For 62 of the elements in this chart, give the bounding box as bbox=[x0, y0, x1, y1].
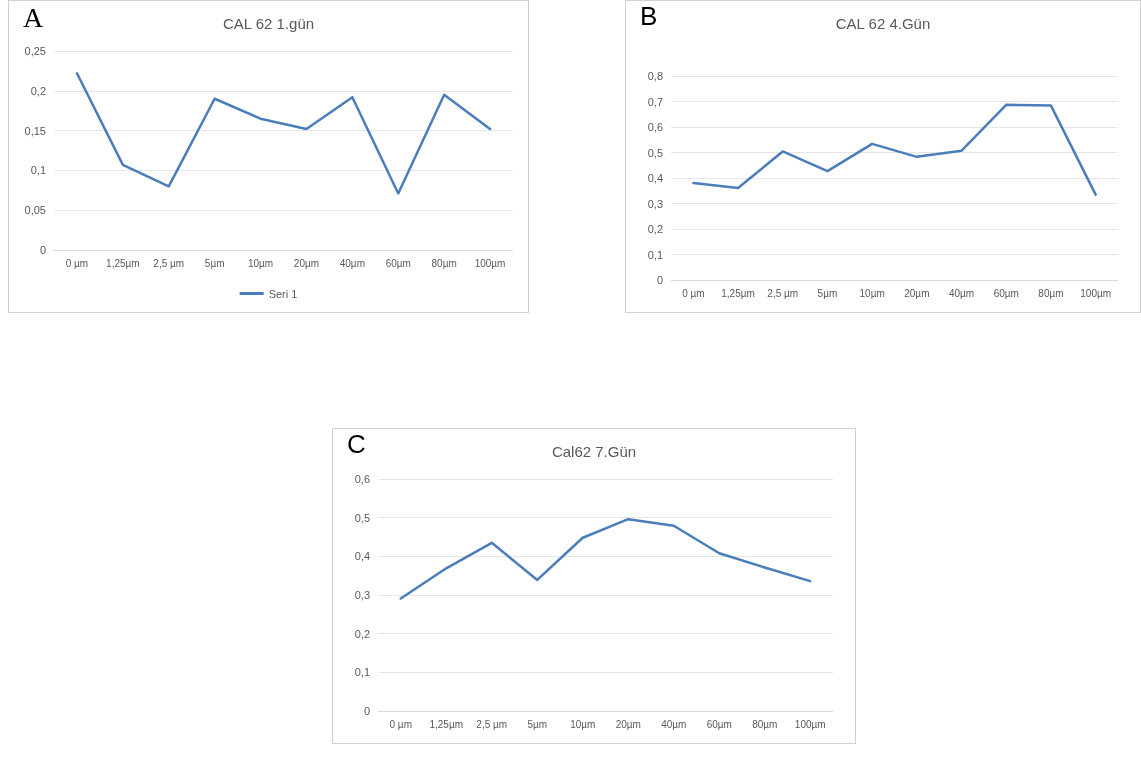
x-tick-label: 100µm bbox=[794, 718, 826, 730]
x-tick-label: 1,25µm bbox=[106, 257, 140, 269]
y-tick-label: 0,4 bbox=[354, 550, 370, 563]
y-tick-label: 0,5 bbox=[354, 511, 370, 524]
y-tick-label: 0,6 bbox=[647, 121, 663, 133]
y-tick-label: 0,2 bbox=[30, 84, 46, 97]
y-tick-label: 0,4 bbox=[647, 172, 663, 184]
x-tick-label: 10µm bbox=[859, 287, 885, 299]
y-tick-label: 0,7 bbox=[647, 95, 663, 108]
x-tick-label: 60µm bbox=[385, 257, 411, 269]
x-tick-label: 100µm bbox=[1080, 287, 1112, 299]
x-tick-label: 5µm bbox=[527, 718, 548, 730]
y-tick-label: 0 bbox=[656, 274, 663, 286]
y-tick-label: 0,8 bbox=[647, 70, 663, 82]
y-tick-label: 0,15 bbox=[24, 124, 46, 137]
y-tick-label: 0,3 bbox=[647, 197, 663, 210]
x-tick-label: 2,5 µm bbox=[476, 718, 508, 730]
x-tick-label: 10µm bbox=[570, 718, 596, 730]
x-tick-label: 80µm bbox=[431, 257, 457, 269]
x-tick-label: 20µm bbox=[293, 257, 320, 269]
y-tick-label: 0,25 bbox=[24, 45, 46, 57]
x-tick-label: 60µm bbox=[706, 718, 732, 730]
x-tick-label: 0 µm bbox=[389, 718, 412, 730]
x-tick-label: 60µm bbox=[993, 287, 1019, 299]
x-tick-label: 5µm bbox=[817, 287, 838, 299]
x-tick-label: 1,25µm bbox=[429, 718, 464, 730]
chart-title: Cal62 7.Gün bbox=[551, 443, 637, 460]
x-tick-label: 1,25µm bbox=[721, 287, 755, 299]
text: C bbox=[347, 429, 366, 459]
y-tick-label: 0,2 bbox=[647, 223, 663, 235]
x-tick-label: 80µm bbox=[752, 718, 778, 730]
chart-title: CAL 62 1.gün bbox=[222, 15, 315, 32]
y-tick-label: 0,2 bbox=[354, 627, 370, 640]
line-series bbox=[692, 103, 1097, 196]
x-tick-label: 10µm bbox=[247, 257, 274, 269]
chart-title: CAL 62 4.Gün bbox=[835, 15, 931, 32]
legend-label: Seri 1 bbox=[268, 287, 298, 300]
y-tick-label: 0,5 bbox=[647, 146, 663, 159]
x-tick-label: 5µm bbox=[204, 257, 225, 269]
x-tick-label: 2,5 µm bbox=[153, 257, 185, 269]
x-tick-label: 40µm bbox=[339, 257, 365, 269]
text: B bbox=[640, 1, 658, 31]
y-tick-label: 0,1 bbox=[354, 666, 370, 679]
x-tick-label: 100µm bbox=[474, 257, 506, 269]
x-tick-label: 0 µm bbox=[682, 287, 705, 299]
x-tick-label: 20µm bbox=[615, 718, 641, 730]
x-tick-label: 0 µm bbox=[65, 257, 89, 269]
x-tick-label: 40µm bbox=[948, 287, 975, 299]
y-tick-label: 0,3 bbox=[354, 589, 370, 601]
y-tick-label: 0,1 bbox=[30, 164, 46, 177]
x-tick-label: 40µm bbox=[661, 718, 687, 730]
x-tick-label: 2,5 µm bbox=[767, 287, 799, 299]
x-tick-label: 20µm bbox=[904, 287, 930, 299]
text: A bbox=[23, 1, 44, 33]
y-tick-label: 0,1 bbox=[647, 248, 663, 261]
line-series bbox=[399, 517, 812, 600]
y-tick-label: 0,6 bbox=[354, 473, 370, 485]
line-series bbox=[75, 72, 492, 195]
x-tick-label: 80µm bbox=[1038, 287, 1064, 299]
y-tick-label: 0 bbox=[39, 244, 46, 256]
y-tick-label: 0,05 bbox=[24, 204, 46, 217]
y-tick-label: 0 bbox=[363, 705, 370, 717]
